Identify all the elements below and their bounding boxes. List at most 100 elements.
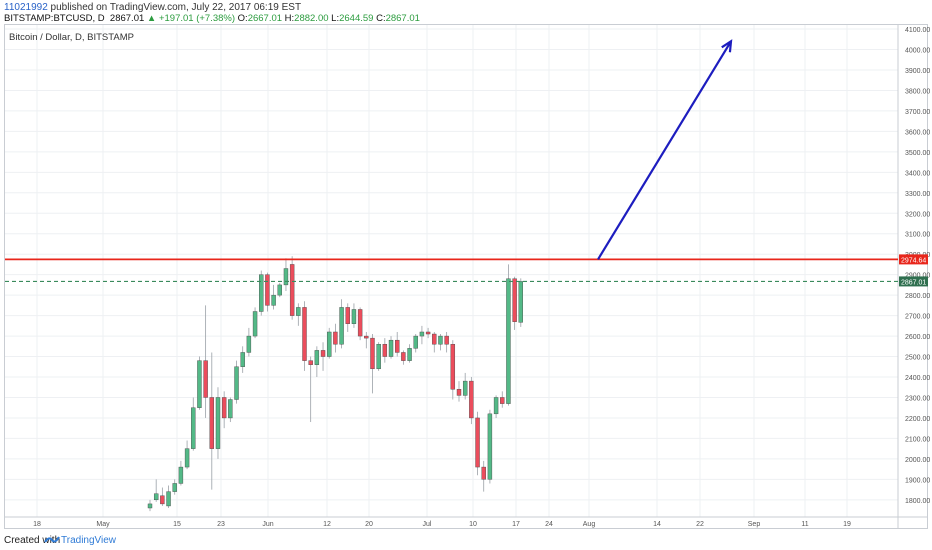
candle-body (289, 264, 295, 316)
y-tick-label: 4000.00 (905, 48, 930, 55)
candle-body (221, 397, 227, 419)
chart-frame (4, 24, 928, 529)
change-value: ▲ +197.01 (+7.38%) (146, 13, 236, 24)
y-tick-label: 2700.00 (905, 314, 930, 321)
x-tick-label: 14 (653, 521, 661, 528)
candle-body (283, 268, 289, 286)
y-tick-label: 2000.00 (905, 457, 930, 464)
y-tick-label: 3100.00 (905, 232, 930, 239)
y-tick-label: 3600.00 (905, 129, 930, 136)
candle-body (252, 311, 258, 337)
y-tick-label: 2400.00 (905, 375, 930, 382)
resistance-price-tag (899, 254, 928, 265)
candle-body (197, 360, 202, 408)
footer: Created with TradingView (0, 530, 932, 550)
candle-body (475, 417, 480, 468)
candle-body (259, 274, 264, 312)
candle-body (234, 366, 239, 400)
candle-body (147, 503, 153, 509)
candle-body (339, 307, 344, 345)
open-label: O: (237, 13, 248, 24)
last-price-label: 2867.01 (901, 279, 926, 286)
projection-arrow (597, 40, 732, 260)
candle-body (345, 307, 350, 324)
high-value: 2882.00 (294, 13, 329, 24)
candle-body (333, 331, 338, 345)
open-value: 2667.01 (247, 13, 283, 24)
candle-body (407, 348, 412, 361)
y-tick-label: 2300.00 (905, 395, 930, 402)
y-tick-label: 2800.00 (905, 293, 930, 300)
candle-body (512, 278, 517, 322)
chart-header: 11021992 published on TradingView.com, J… (0, 0, 932, 24)
y-tick-label: 3200.00 (905, 211, 930, 218)
y-tick-label: 4100.00 (905, 27, 930, 34)
x-tick-label: Jul (423, 521, 432, 528)
candle-body (425, 331, 431, 335)
candle-body (246, 335, 252, 353)
candle-body (184, 448, 190, 468)
x-tick-label: May (96, 521, 110, 528)
y-tick-label: 2100.00 (905, 436, 930, 443)
candle-body (153, 493, 159, 501)
x-tick-label: Jun (262, 521, 273, 528)
y-tick-label: 1800.00 (905, 498, 930, 505)
created-with-text: Created with (4, 535, 61, 546)
low-label: L: (331, 13, 340, 24)
candle-body (308, 360, 313, 365)
candle-body (370, 337, 375, 370)
x-tick-label: Sep (748, 521, 761, 528)
resistance-price-label: 2974.64 (901, 257, 926, 264)
candle-body (413, 335, 418, 349)
candle-body (388, 339, 394, 357)
y-tick-label: 3800.00 (905, 88, 930, 95)
candle-body (172, 483, 177, 492)
y-tick-label: 3500.00 (905, 150, 930, 157)
author-link[interactable]: 11021992 (4, 2, 48, 13)
high-label: H: (284, 13, 295, 24)
x-tick-label: 11 (801, 521, 808, 528)
publish-info: 11021992 published on TradingView.com, J… (4, 2, 301, 13)
candle-body (382, 344, 388, 357)
low-value: 2644.59 (339, 13, 374, 24)
candle-body (432, 333, 437, 345)
candle-body (215, 397, 221, 449)
x-tick-label: 19 (843, 521, 851, 528)
candle-body (444, 335, 449, 345)
candle-body (228, 399, 233, 419)
published-text: published on TradingView.com, July 22, 2… (50, 2, 302, 13)
candle-body (314, 350, 320, 365)
y-tick-label: 2900.00 (905, 273, 930, 280)
y-tick-label: 1900.00 (905, 477, 930, 484)
tradingview-logo-icon (44, 536, 60, 543)
tradingview-brand-link[interactable]: TradingView (61, 535, 117, 546)
candle-body (357, 309, 363, 337)
x-tick-label: 20 (365, 521, 373, 528)
x-tick-label: 10 (469, 521, 477, 528)
candle-body (456, 389, 462, 396)
candle-body (518, 281, 523, 323)
y-tick-label: 2200.00 (905, 416, 930, 423)
candle-body (265, 274, 270, 306)
x-tick-label: 15 (173, 521, 181, 528)
candle-body (450, 344, 456, 390)
candle-body (419, 331, 425, 337)
y-tick-label: 3300.00 (905, 191, 930, 198)
x-tick-label: Aug (583, 521, 596, 528)
candle-body (160, 495, 165, 505)
plot-title: Bitcoin / Dollar, D, BITSTAMP (9, 32, 134, 43)
projection-arrow-head (721, 39, 733, 53)
y-tick-label: 3400.00 (905, 170, 930, 177)
last-price: 2867.01 (109, 13, 145, 24)
candle-body (438, 335, 443, 345)
candle-body (506, 278, 511, 404)
candle-body (240, 352, 245, 367)
candle-body (376, 344, 381, 370)
symbol-ohlc-line: BITSTAMP:BTCUSD, D 2867.01 ▲ +197.01 (+7… (4, 13, 420, 24)
candle-body (296, 307, 301, 316)
symbol-label: BITSTAMP:BTCUSD, D (4, 13, 105, 24)
candle-body (271, 294, 276, 306)
x-tick-label: 18 (33, 521, 41, 528)
y-tick-label: 3900.00 (905, 68, 930, 75)
